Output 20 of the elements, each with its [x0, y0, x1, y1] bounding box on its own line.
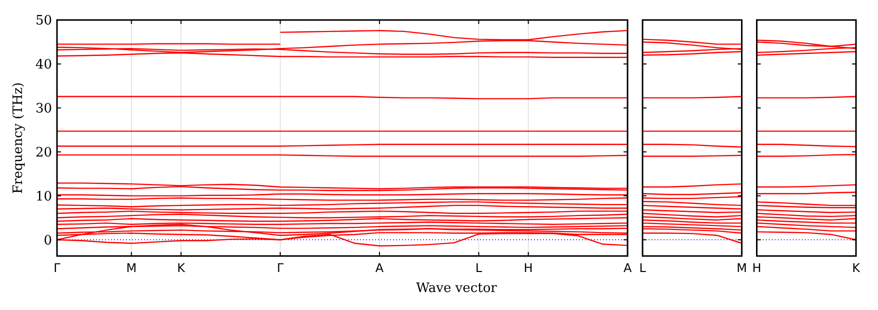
y-tick-label: 0 — [44, 233, 52, 248]
x-tick-label: Γ — [54, 261, 61, 275]
y-tick-label: 30 — [35, 101, 52, 116]
x-axis-title: Wave vector — [416, 281, 498, 296]
y-tick-label: 10 — [35, 189, 52, 204]
x-tick-label: M — [736, 261, 747, 275]
x-tick-label: H — [524, 261, 533, 275]
y-axis-title: Frequency (THz) — [11, 82, 26, 194]
y-tick-label: 20 — [35, 145, 52, 160]
y-tick-label: 50 — [35, 14, 52, 29]
x-tick-label: K — [852, 261, 862, 275]
x-tick-label: A — [623, 261, 632, 275]
x-tick-label: Γ — [276, 261, 284, 275]
x-tick-label: A — [375, 261, 384, 275]
x-tick-label: L — [639, 261, 646, 275]
x-tick-label: M — [126, 261, 137, 275]
x-tick-label: H — [752, 261, 762, 275]
x-tick-label: L — [475, 261, 482, 275]
x-tick-label: K — [177, 261, 186, 275]
y-tick-label: 40 — [35, 58, 52, 72]
